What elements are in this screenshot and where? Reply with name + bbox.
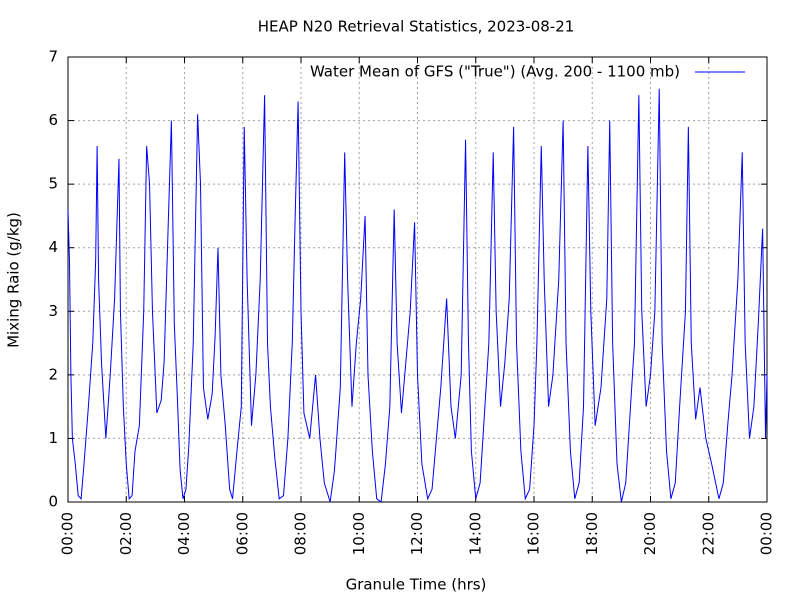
y-tick-label: 7	[48, 48, 58, 66]
x-tick-label: 18:00	[583, 512, 601, 555]
x-tick-label: 04:00	[175, 512, 193, 555]
y-tick-label: 6	[48, 111, 58, 129]
y-axis-label: Mixing Raio (g/kg)	[5, 212, 23, 348]
x-tick-label: 00:00	[59, 512, 77, 555]
chart-title: HEAP N20 Retrieval Statistics, 2023-08-2…	[258, 18, 575, 36]
y-tick-label: 0	[48, 493, 58, 511]
y-tick-label: 5	[48, 175, 58, 193]
x-tick-label: 14:00	[466, 512, 484, 555]
x-tick-label: 16:00	[525, 512, 543, 555]
plot-frame	[67, 56, 768, 503]
y-tick-label: 1	[48, 429, 58, 447]
y-tick-label: 4	[48, 238, 58, 256]
x-tick-label: 08:00	[292, 512, 310, 555]
y-tick-label: 3	[48, 302, 58, 320]
legend-label: Water Mean of GFS ("True") (Avg. 200 - 1…	[310, 63, 680, 81]
x-tick-label: 20:00	[641, 512, 659, 555]
x-tick-label: 12:00	[408, 512, 426, 555]
data-line	[67, 88, 768, 503]
x-tick-label: 22:00	[699, 512, 717, 555]
y-tick-label: 2	[48, 365, 58, 383]
x-tick-label: 06:00	[233, 512, 251, 555]
x-tick-label: 10:00	[350, 512, 368, 555]
x-axis-label: Granule Time (hrs)	[346, 576, 487, 594]
x-tick-label: 00:00	[758, 512, 776, 555]
x-tick-label: 02:00	[117, 512, 135, 555]
